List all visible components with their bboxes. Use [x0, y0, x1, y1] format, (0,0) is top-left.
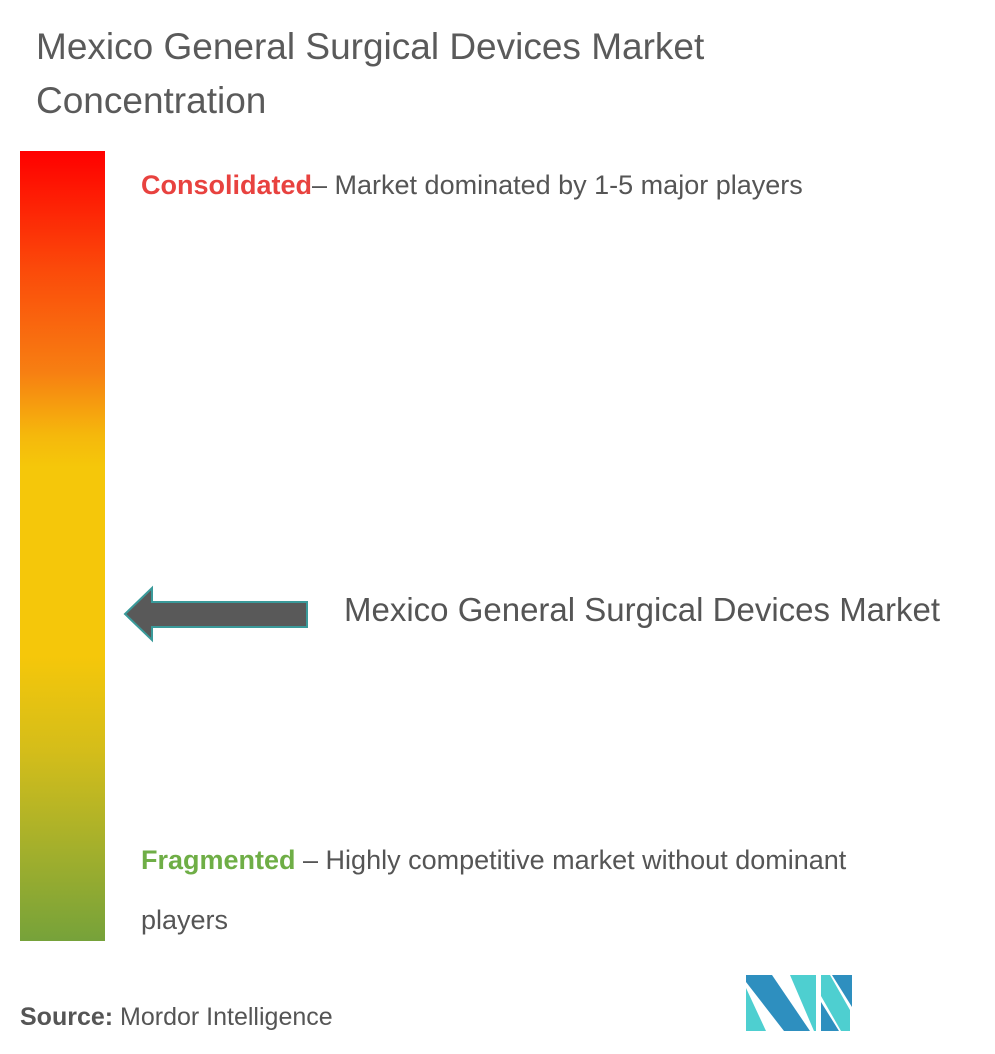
source-value: Mordor Intelligence — [113, 1003, 333, 1031]
arrow-icon — [123, 585, 308, 643]
source-label: Source: — [20, 1003, 114, 1031]
consolidated-text: – Market dominated by 1-5 major players — [312, 170, 803, 200]
market-position-arrow — [123, 585, 308, 643]
fragmented-text: – Highly competitive market without domi… — [141, 845, 847, 935]
source-note: Source: Mordor Intelligence — [20, 1003, 333, 1032]
fragmented-description: Fragmented – Highly competitive market w… — [141, 830, 861, 950]
concentration-gradient-bar — [20, 151, 105, 941]
consolidated-description: Consolidated– Market dominated by 1-5 ma… — [141, 155, 861, 215]
consolidated-label: Consolidated — [141, 170, 313, 200]
mordor-intelligence-logo — [746, 975, 852, 1031]
chart-title: Mexico General Surgical Devices Market C… — [36, 26, 705, 121]
fragmented-label: Fragmented — [141, 845, 296, 875]
market-label: Mexico General Surgical Devices Market — [344, 591, 941, 628]
